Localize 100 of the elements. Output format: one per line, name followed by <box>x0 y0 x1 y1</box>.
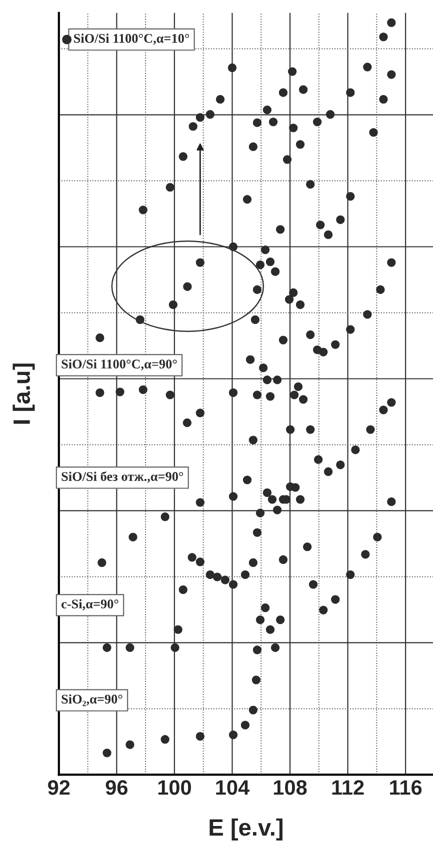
point <box>196 498 204 507</box>
point <box>196 258 204 267</box>
point <box>286 425 295 434</box>
point <box>248 142 258 152</box>
point <box>294 382 303 391</box>
point <box>228 580 238 589</box>
point <box>256 260 265 270</box>
point <box>324 230 333 240</box>
point <box>314 455 323 464</box>
point <box>346 192 355 201</box>
point <box>252 646 262 654</box>
point <box>268 118 278 126</box>
point <box>102 643 112 652</box>
point <box>196 113 204 122</box>
point <box>346 88 355 97</box>
x-tick-label: 104 <box>216 780 250 795</box>
point <box>240 570 250 579</box>
point <box>178 585 188 594</box>
point <box>252 528 262 537</box>
point <box>282 155 292 164</box>
point <box>373 532 382 542</box>
point <box>319 606 328 614</box>
point <box>252 676 261 684</box>
x-tick-label: 100 <box>158 780 191 795</box>
point <box>168 300 178 309</box>
point <box>170 643 180 652</box>
point <box>116 388 124 396</box>
point <box>288 124 298 132</box>
point <box>308 580 318 589</box>
point <box>326 110 335 119</box>
point <box>379 406 388 414</box>
x-tick-label: 92 <box>48 780 70 795</box>
series-label: SiO/Si 1100°C,α=90° <box>62 359 177 370</box>
point <box>174 625 182 634</box>
point <box>212 572 222 582</box>
point <box>387 258 396 267</box>
x-axis-title: E [e.v.] <box>210 818 282 840</box>
point <box>228 730 238 740</box>
point <box>291 483 300 492</box>
point <box>248 558 258 567</box>
x-tick-label: 108 <box>274 780 307 795</box>
point <box>183 282 192 291</box>
point <box>216 95 225 104</box>
text: c-Si,α=90° <box>62 599 118 610</box>
point <box>262 488 272 498</box>
point <box>252 285 262 294</box>
point <box>336 215 345 224</box>
point <box>284 295 294 304</box>
point <box>276 225 285 234</box>
point <box>379 95 388 104</box>
point <box>266 392 275 401</box>
point <box>248 436 258 444</box>
point <box>166 183 174 192</box>
point <box>324 467 333 476</box>
point <box>296 140 305 149</box>
point <box>246 355 255 364</box>
point <box>366 425 375 434</box>
y-axis-title: I [a.u] <box>12 364 35 424</box>
point <box>278 555 288 564</box>
point <box>126 643 134 652</box>
x-tick-label: 96 <box>106 780 128 795</box>
point <box>206 110 214 119</box>
point <box>270 643 280 652</box>
point <box>278 336 288 344</box>
point <box>376 285 385 294</box>
point <box>196 732 204 741</box>
point <box>242 195 252 204</box>
point <box>248 706 258 714</box>
point <box>303 542 312 552</box>
point <box>178 152 188 161</box>
point <box>369 128 378 137</box>
point <box>272 376 282 384</box>
point <box>288 67 297 76</box>
point <box>351 445 360 454</box>
point <box>306 180 315 189</box>
point <box>316 220 325 230</box>
x-tick-label: 116 <box>390 780 422 795</box>
series-label: SiO/Si без отж.,α=90° <box>62 471 184 483</box>
point <box>138 206 148 214</box>
point <box>296 300 305 309</box>
point <box>220 576 230 584</box>
point <box>266 257 275 266</box>
point <box>363 62 372 72</box>
point <box>240 720 250 730</box>
point <box>288 288 298 297</box>
point <box>262 376 272 384</box>
point <box>98 558 106 567</box>
x-tick-label: 112 <box>332 780 364 795</box>
point <box>346 570 355 579</box>
point <box>306 330 315 340</box>
point <box>258 364 268 372</box>
point <box>256 508 265 518</box>
point <box>331 595 340 604</box>
point <box>228 63 237 72</box>
point <box>196 408 204 418</box>
point <box>336 460 345 470</box>
point <box>262 106 272 114</box>
point <box>361 550 370 559</box>
point <box>387 398 396 407</box>
text: SiO₂,α=90° <box>62 694 122 706</box>
